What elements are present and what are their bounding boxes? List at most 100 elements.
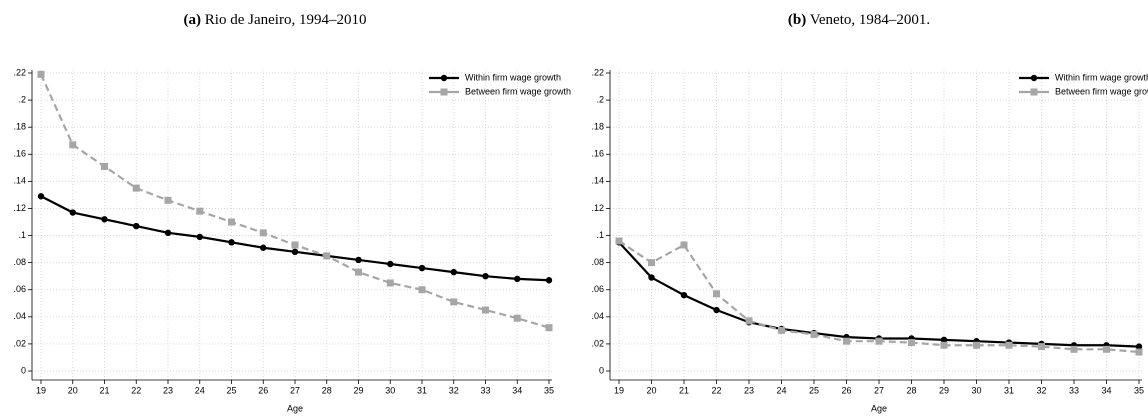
x-tick-label: 34 [1101,385,1111,395]
y-tick-label: .1 [18,230,26,240]
point [196,207,204,215]
y-tick-label: .12 [13,203,26,213]
y-tick-label: .12 [591,203,604,213]
point [940,336,948,344]
point [355,268,362,276]
point [514,275,521,283]
point [648,274,655,281]
point [680,241,688,249]
x-tick-label: 31 [417,385,427,395]
x-tick-label: 27 [874,385,884,395]
y-tick-label: .04 [13,311,26,321]
point [843,337,850,345]
point [713,290,720,298]
point [1135,348,1143,356]
point [615,237,623,245]
y-tick-label: .08 [591,257,604,267]
chart-title: (b) Veneto, 1984–2001. [788,12,930,28]
y-tick-label: .1 [596,230,604,240]
x-tick-label: 29 [939,385,949,395]
x-tick-label: 23 [163,385,173,395]
y-tick-label: .14 [591,176,604,186]
point [745,317,753,325]
point [680,291,688,299]
point [196,233,203,241]
y-tick-label: .22 [13,67,26,77]
point [648,259,655,267]
point [810,330,818,338]
point [228,218,235,226]
point [513,314,521,322]
point [482,272,489,280]
legend-label: Between firm wage growth [465,86,571,96]
point [973,341,980,349]
point [1070,345,1078,353]
y-tick-label: .2 [18,94,26,104]
x-tick-label: 25 [809,385,819,395]
x-tick-label: 35 [1134,385,1144,395]
point [37,193,45,200]
chart-panel: (a) Rio de Janeiro, 1994–2010 0 .02 .04 .06.… [13,12,571,413]
point [69,141,77,149]
y-tick-label: 0 [599,365,604,375]
point [1103,345,1110,353]
legend-label: Between firm wage growth [1055,86,1148,96]
x-tick-label: 28 [322,385,332,395]
point [940,341,948,349]
y-tick-label: .14 [13,176,26,186]
panel-label: (a) [184,12,202,28]
point [713,306,720,314]
chart-panel: (b) Veneto, 1984–2001. 0 .02 .04 .06 .08 .1 .12… [591,12,1148,413]
point [291,241,299,249]
point [164,229,172,237]
x-tick-label: 24 [776,385,786,395]
title-text: Rio de Janeiro, 1994–2010 [205,12,367,28]
y-tick-label: .06 [13,284,26,294]
x-tick-label: 35 [544,385,554,395]
y-tick-label: .04 [591,311,604,321]
x-tick-label: 22 [711,385,721,395]
title-text: Veneto, 1984–2001. [810,12,930,28]
x-tick-label: 33 [480,385,490,395]
point [450,298,458,306]
point [164,196,172,204]
point [545,324,553,332]
point [132,184,140,192]
x-tick-label: 21 [679,385,689,395]
x-tick-label: 23 [744,385,754,395]
legend-marker [1030,74,1038,82]
series-line [618,241,1140,348]
x-tick-label: 32 [449,385,459,395]
chart-title: (a) Rio de Janeiro, 1994–2010 [184,12,367,28]
x-tick-label: 31 [1004,385,1014,395]
point [908,339,915,347]
point [69,209,76,216]
point [323,252,331,260]
point [778,326,785,334]
x-tick-label: 27 [290,385,300,395]
point [387,260,394,268]
y-tick-label: 0 [21,365,26,375]
point [101,216,108,223]
x-tick-label: 32 [1036,385,1046,395]
panel-label: (b) [788,12,806,28]
point [259,229,267,237]
point [355,256,362,264]
legend-marker [440,74,448,82]
x-tick-label: 26 [841,385,851,395]
x-tick-label: 19 [36,385,46,395]
legend-marker [1030,88,1038,96]
point [228,239,235,246]
point [418,264,426,272]
x-tick-label: 20 [68,385,78,395]
y-tick-label: .18 [591,122,604,132]
point [260,244,267,251]
x-tick-label: 21 [99,385,109,395]
legend-marker [440,88,448,96]
point [450,268,457,276]
legend-label: Within firm wage growth [465,72,561,82]
x-tick-label: 28 [906,385,916,395]
x-tick-label: 30 [971,385,981,395]
y-tick-label: .18 [13,122,26,132]
